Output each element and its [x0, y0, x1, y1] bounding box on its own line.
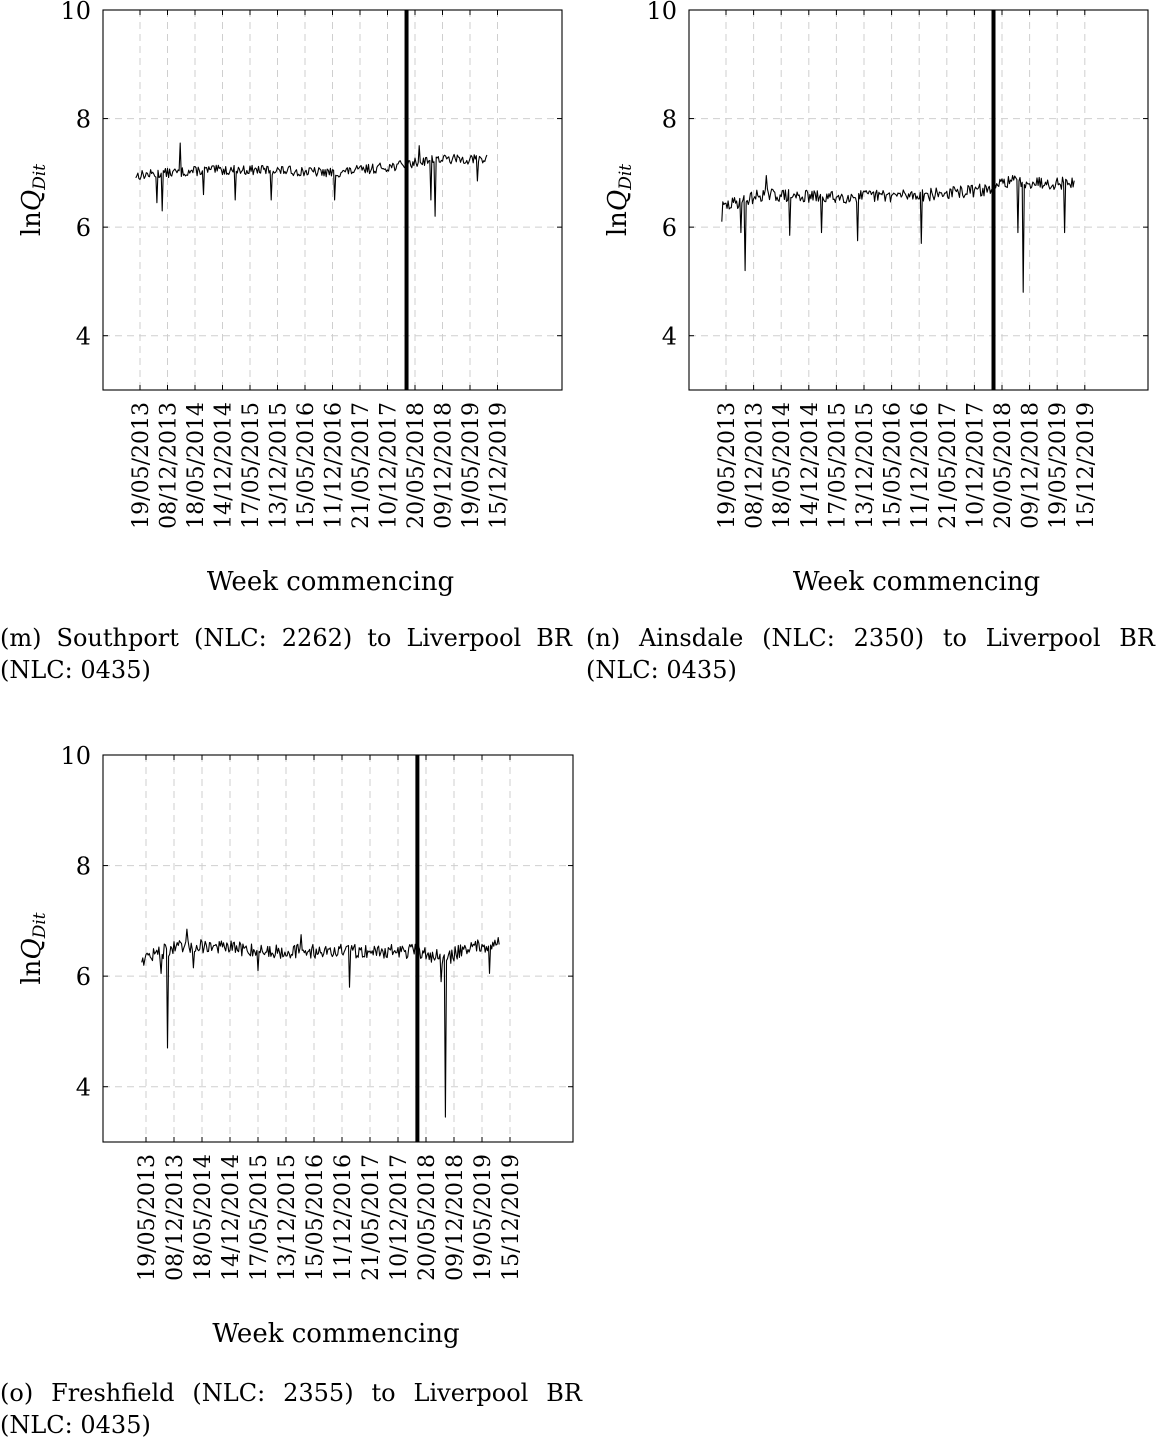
plot-frame — [688, 9, 1149, 391]
x-tick-label: 21/05/2017 — [349, 402, 374, 529]
x-axis-label: Week commencing — [793, 567, 1040, 597]
x-tick-label: 11/12/2016 — [331, 1154, 356, 1281]
x-tick-label: 10/12/2017 — [377, 402, 402, 529]
x-tick-label: 11/12/2016 — [908, 402, 933, 529]
x-tick-label: 08/12/2013 — [157, 402, 182, 529]
x-tick-label: 19/05/2019 — [471, 1154, 496, 1281]
x-tick-label: 14/12/2014 — [219, 1154, 244, 1281]
y-tick-label: 10 — [60, 0, 91, 25]
x-tick-label: 21/05/2017 — [359, 1154, 384, 1281]
y-tick-label: 8 — [662, 106, 677, 134]
y-tick-label: 4 — [662, 323, 677, 351]
x-tick-label: 10/12/2017 — [387, 1154, 412, 1281]
plot-frame — [102, 754, 574, 1143]
x-tick-label: 15/12/2019 — [487, 402, 512, 529]
x-tick-label: 15/05/2016 — [294, 402, 319, 529]
y-tick-label: 6 — [76, 214, 91, 242]
series-line — [141, 928, 500, 1118]
x-tick-label: 20/05/2018 — [991, 402, 1016, 529]
series-line — [721, 175, 1075, 293]
y-tick-label: 10 — [646, 0, 677, 25]
x-tick-label: 15/12/2019 — [1074, 402, 1099, 529]
caption-o: (o) Freshfield (NLC: 2355) to Liverpool … — [0, 1379, 582, 1439]
x-tick-label: 20/05/2018 — [404, 402, 429, 529]
x-tick-label: 19/05/2013 — [715, 402, 740, 529]
caption-n: (n) Ainsdale (NLC: 2350) to Liverpool BR… — [586, 624, 1155, 684]
x-tick-label: 13/12/2015 — [853, 402, 878, 529]
x-tick-label: 19/05/2019 — [459, 402, 484, 529]
x-tick-label: 13/12/2015 — [267, 402, 292, 529]
y-tick-label: 6 — [76, 963, 91, 991]
x-tick-label: 17/05/2015 — [239, 402, 264, 529]
chart-svg-n: 4 6 8 10 19/05/2013 08/12/2013 18/05/2014 14/12… — [603, 0, 1149, 597]
x-tick-label: 15/05/2016 — [303, 1154, 328, 1281]
x-tick-label: 08/12/2013 — [163, 1154, 188, 1281]
y-tick-label: 4 — [76, 1074, 91, 1102]
x-tick-label: 19/05/2019 — [1046, 402, 1071, 529]
caption-m: (m) Southport (NLC: 2262) to Liverpool B… — [0, 624, 572, 684]
x-tick-label: 08/12/2013 — [743, 402, 768, 529]
x-tick-label: 17/05/2015 — [825, 402, 850, 529]
x-tick-label: 15/12/2019 — [499, 1154, 524, 1281]
series-line — [135, 142, 488, 217]
x-axis-label: Week commencing — [207, 567, 454, 597]
x-tick-label: 19/05/2013 — [129, 402, 154, 529]
x-tick-label: 18/05/2014 — [770, 402, 795, 529]
y-tick-label: 8 — [76, 853, 91, 881]
x-tick-label: 09/12/2018 — [1019, 402, 1044, 529]
x-tick-label: 21/05/2017 — [936, 402, 961, 529]
y-tick-label: 8 — [76, 106, 91, 134]
plot-frame — [102, 9, 563, 391]
y-axis-label: lnQDit — [603, 164, 636, 236]
x-tick-label: 14/12/2014 — [212, 402, 237, 529]
y-tick-label: 6 — [662, 214, 677, 242]
x-tick-label: 11/12/2016 — [322, 402, 347, 529]
chart-svg-o: 4 6 8 10 19/05/2013 08/12/2013 18/05/2014 14/12… — [17, 742, 574, 1349]
x-tick-label: 09/12/2018 — [432, 402, 457, 529]
y-axis-label: lnQDit — [17, 912, 50, 984]
x-tick-label: 18/05/2014 — [184, 402, 209, 529]
x-tick-label: 13/12/2015 — [275, 1154, 300, 1281]
x-tick-label: 09/12/2018 — [443, 1154, 468, 1281]
y-tick-label: 4 — [76, 323, 91, 351]
x-axis-label: Week commencing — [212, 1319, 459, 1349]
x-tick-label: 18/05/2014 — [191, 1154, 216, 1281]
x-tick-label: 14/12/2014 — [798, 402, 823, 529]
x-tick-label: 15/05/2016 — [881, 402, 906, 529]
x-tick-label: 10/12/2017 — [963, 402, 988, 529]
x-tick-label: 19/05/2013 — [135, 1154, 160, 1281]
x-tick-label: 20/05/2018 — [415, 1154, 440, 1281]
y-tick-label: 10 — [60, 742, 91, 770]
chart-svg-m: 4 6 8 10 19/05/2013 08/12/2013 18/05/2014 14/12… — [17, 0, 563, 597]
x-tick-label: 17/05/2015 — [247, 1154, 272, 1281]
y-axis-label: lnQDit — [17, 164, 50, 236]
